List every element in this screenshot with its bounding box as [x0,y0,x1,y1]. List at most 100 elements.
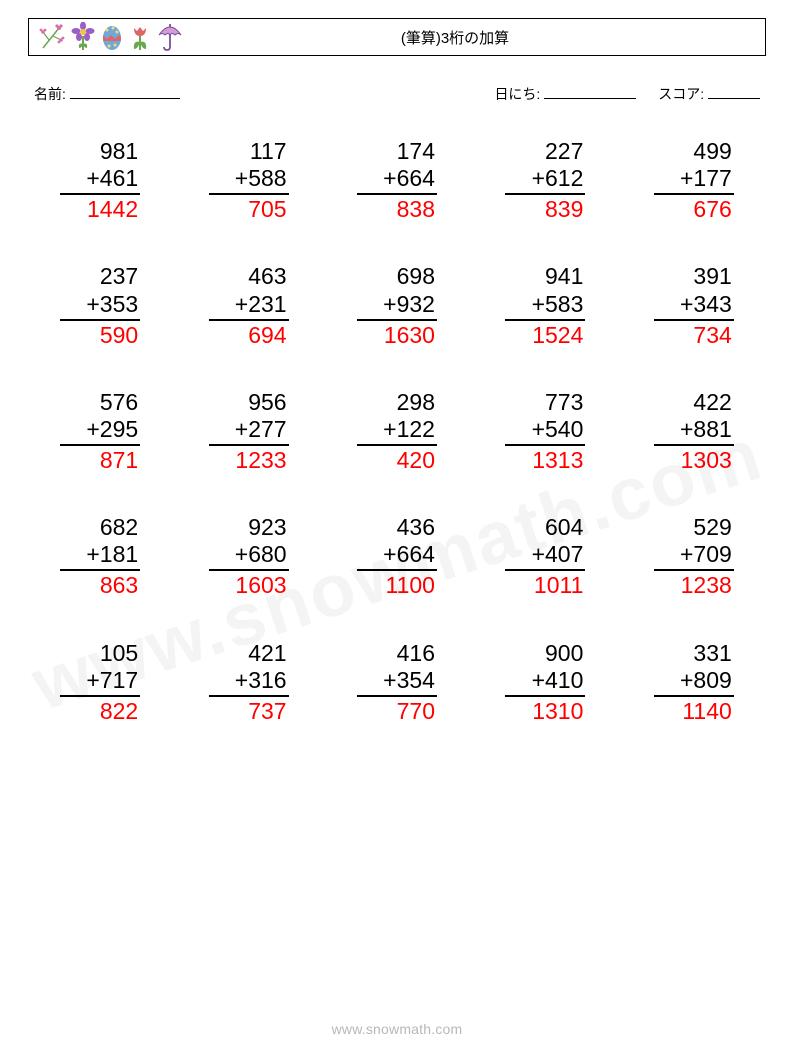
problem: 923+6801603 [209,514,289,599]
problem: 463+231694 [209,263,289,348]
operand-a: 900 [505,640,585,667]
problem-grid: 981+4611442117+588705174+664838227+61283… [28,138,766,725]
purple-flower-icon [71,22,95,52]
operand-b: +664 [357,541,437,571]
umbrella-icon [157,22,183,52]
answer: 1442 [60,195,140,223]
operand-b: +717 [60,667,140,697]
date-field: 日にち: [494,84,636,104]
problem: 416+354770 [357,640,437,725]
answer: 770 [357,697,437,725]
name-label: 名前: [34,86,66,102]
operand-a: 981 [60,138,140,165]
name-blank [70,85,180,99]
problem: 576+295871 [60,389,140,474]
score-blank [708,85,760,99]
operand-b: +540 [505,416,585,446]
problem: 682+181863 [60,514,140,599]
operand-b: +277 [209,416,289,446]
problem: 422+8811303 [654,389,734,474]
operand-a: 941 [505,263,585,290]
problem: 941+5831524 [505,263,585,348]
answer: 839 [505,195,585,223]
operand-a: 529 [654,514,734,541]
operand-a: 331 [654,640,734,667]
answer: 1100 [357,571,437,599]
flower-branch-icon [37,22,65,52]
header-icons [37,22,183,52]
problem: 421+316737 [209,640,289,725]
operand-a: 117 [209,138,289,165]
operand-a: 174 [357,138,437,165]
operand-a: 923 [209,514,289,541]
problem: 529+7091238 [654,514,734,599]
operand-a: 416 [357,640,437,667]
operand-b: +353 [60,291,140,321]
problem: 900+4101310 [505,640,585,725]
problem: 105+717822 [60,640,140,725]
problem: 773+5401313 [505,389,585,474]
problem: 436+6641100 [357,514,437,599]
operand-a: 391 [654,263,734,290]
problem: 331+8091140 [654,640,734,725]
operand-a: 773 [505,389,585,416]
operand-a: 237 [60,263,140,290]
answer: 1238 [654,571,734,599]
answer: 871 [60,446,140,474]
answer: 1313 [505,446,585,474]
answer: 420 [357,446,437,474]
operand-a: 436 [357,514,437,541]
operand-b: +343 [654,291,734,321]
tulip-icon [129,22,151,52]
answer: 734 [654,321,734,349]
answer: 1233 [209,446,289,474]
answer: 694 [209,321,289,349]
answer: 1524 [505,321,585,349]
easter-egg-icon [101,22,123,52]
operand-a: 956 [209,389,289,416]
operand-b: +680 [209,541,289,571]
problem: 117+588705 [209,138,289,223]
operand-b: +354 [357,667,437,697]
header-box: (筆算)3桁の加算 [28,18,766,56]
answer: 590 [60,321,140,349]
operand-b: +177 [654,165,734,195]
operand-b: +407 [505,541,585,571]
operand-b: +664 [357,165,437,195]
date-blank [544,85,636,99]
operand-b: +932 [357,291,437,321]
operand-b: +588 [209,165,289,195]
worksheet-page: (筆算)3桁の加算 名前: 日にち: スコア: 981+4611442117+5… [0,0,794,725]
answer: 838 [357,195,437,223]
operand-a: 105 [60,640,140,667]
score-field: スコア: [658,84,760,104]
operand-b: +316 [209,667,289,697]
problem: 237+353590 [60,263,140,348]
operand-b: +709 [654,541,734,571]
problem: 981+4611442 [60,138,140,223]
operand-b: +122 [357,416,437,446]
answer: 1603 [209,571,289,599]
operand-a: 227 [505,138,585,165]
operand-a: 463 [209,263,289,290]
problem: 174+664838 [357,138,437,223]
operand-a: 421 [209,640,289,667]
problem: 227+612839 [505,138,585,223]
answer: 1011 [505,571,585,599]
info-row: 名前: 日にち: スコア: [28,84,766,104]
answer: 1630 [357,321,437,349]
date-label: 日にち: [494,86,540,102]
answer: 1140 [654,697,734,725]
problem: 298+122420 [357,389,437,474]
answer: 737 [209,697,289,725]
answer: 1303 [654,446,734,474]
worksheet-title: (筆算)3桁の加算 [401,30,509,47]
operand-b: +809 [654,667,734,697]
title-area: (筆算)3桁の加算 [183,27,757,48]
answer: 676 [654,195,734,223]
operand-a: 698 [357,263,437,290]
operand-b: +881 [654,416,734,446]
operand-a: 604 [505,514,585,541]
operand-a: 422 [654,389,734,416]
problem: 391+343734 [654,263,734,348]
